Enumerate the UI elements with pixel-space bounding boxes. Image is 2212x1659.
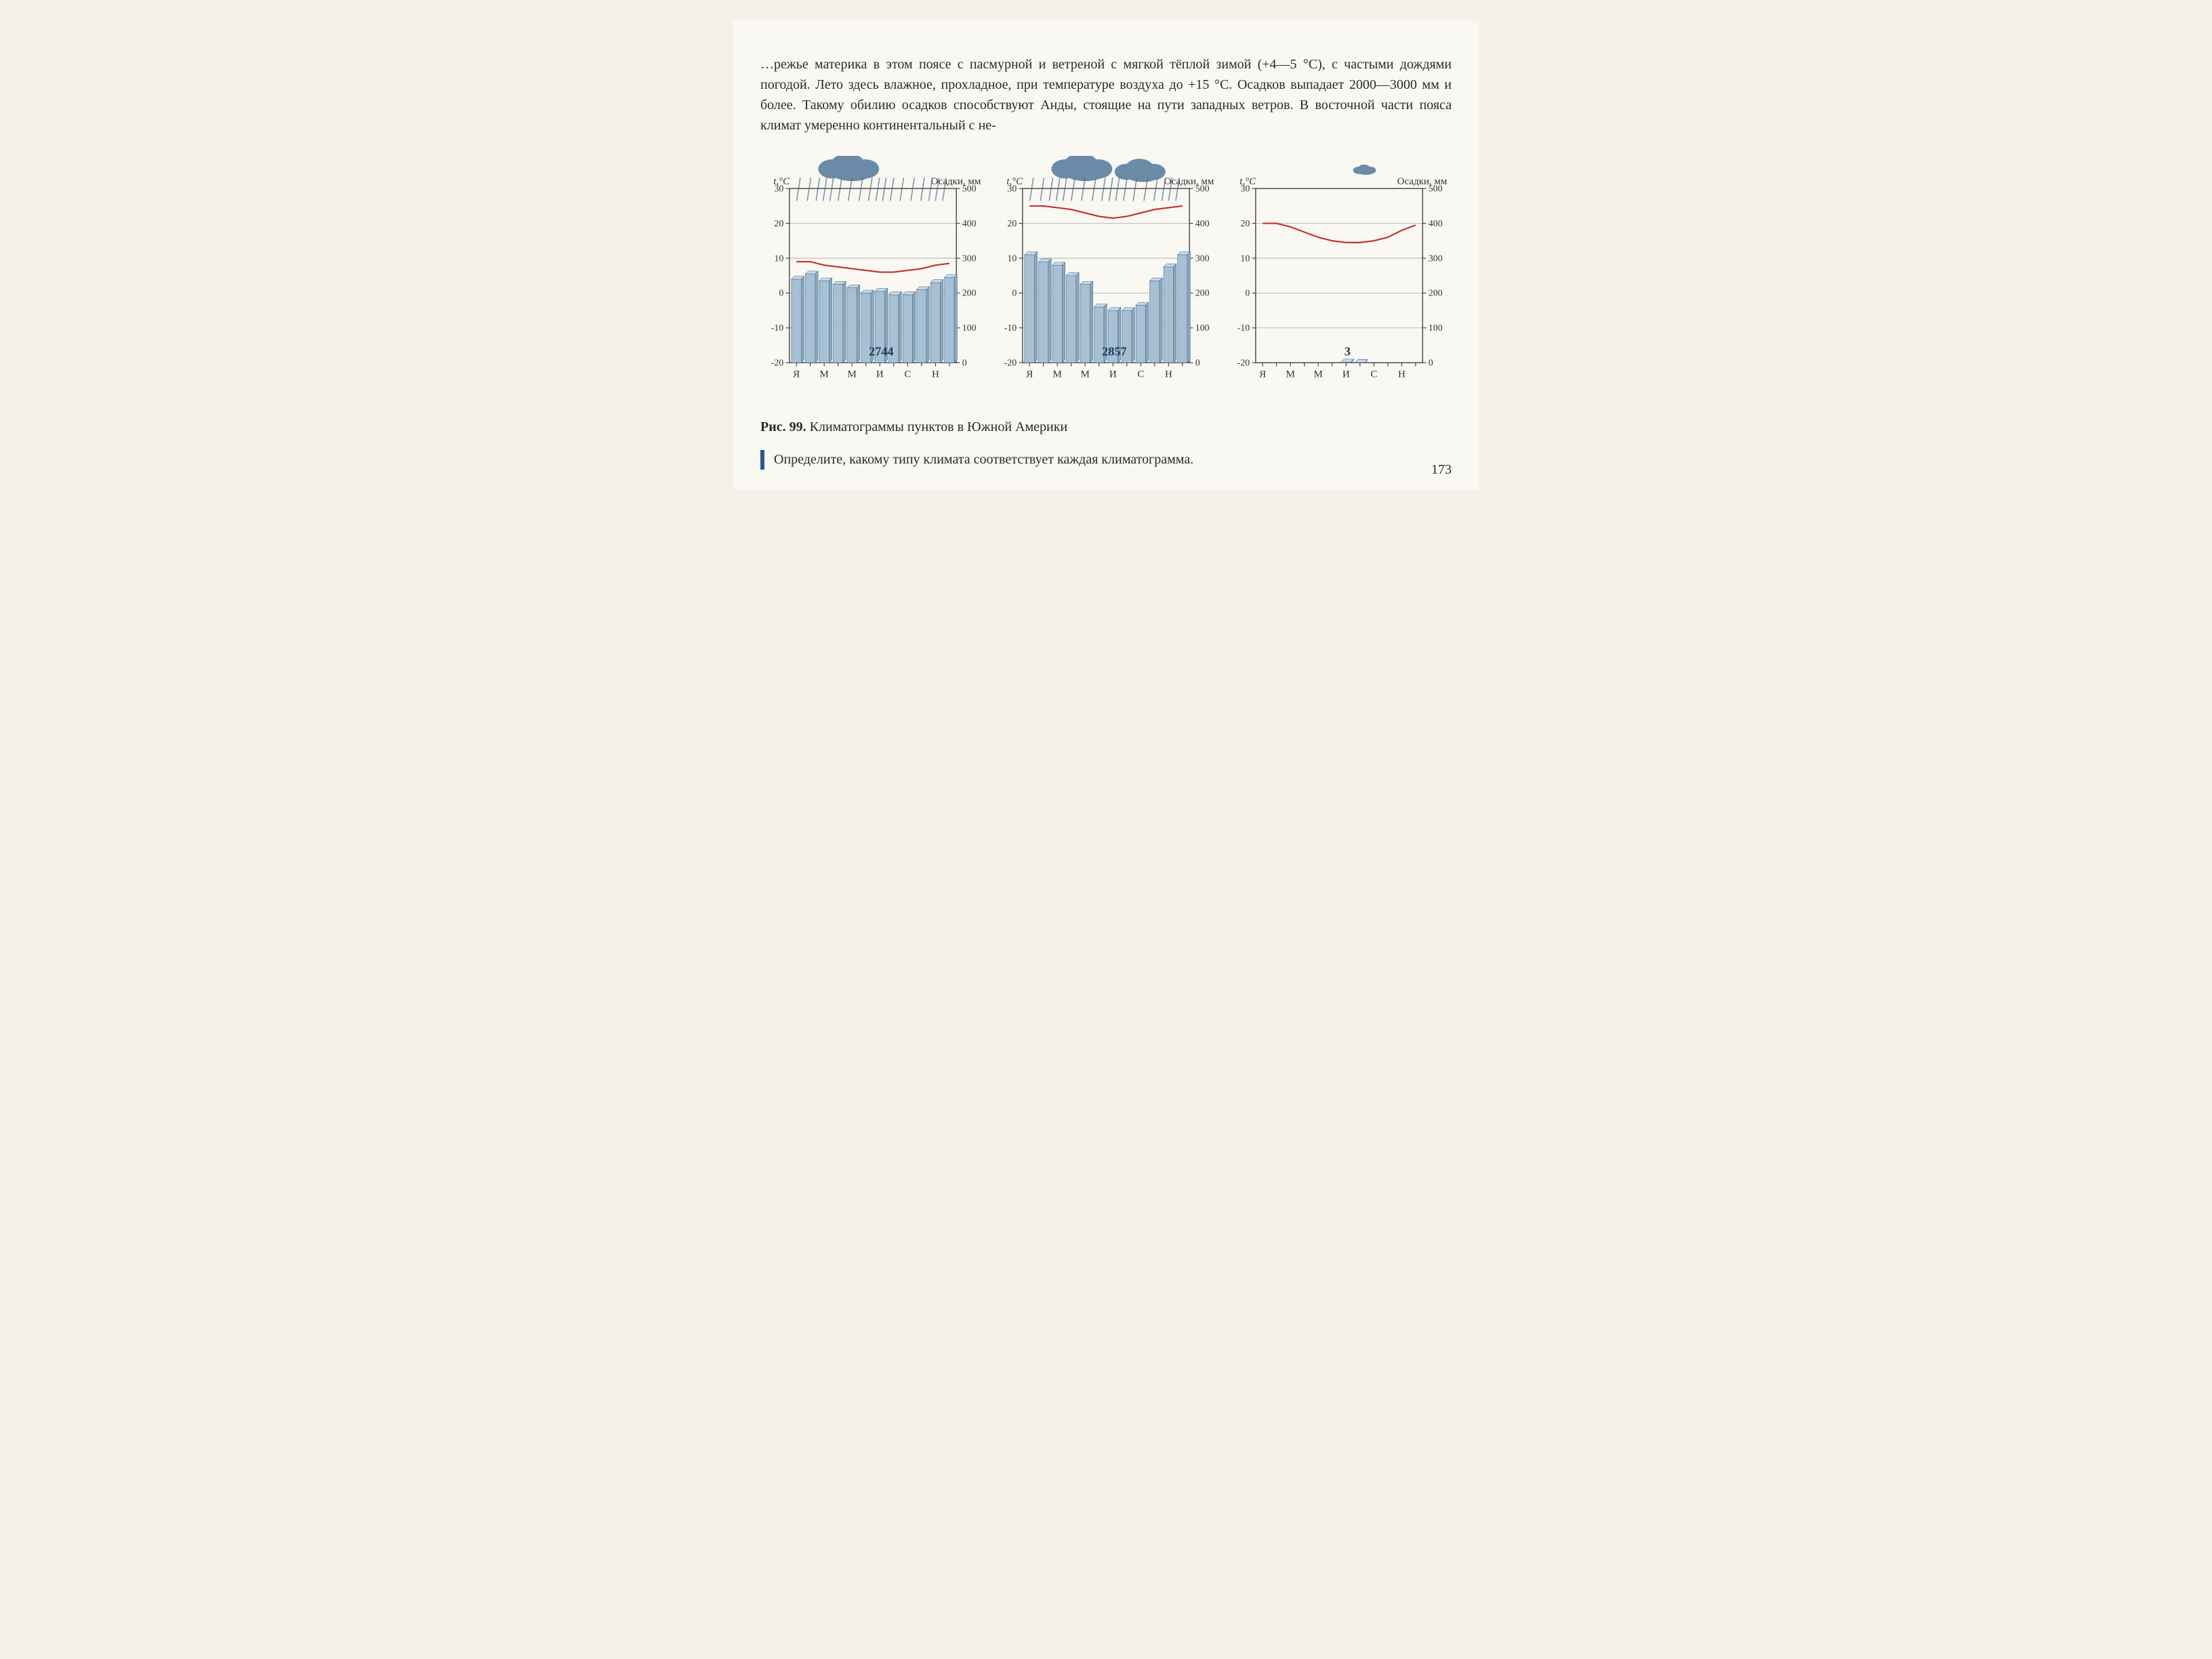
svg-text:10: 10 — [1007, 253, 1017, 264]
svg-text:100: 100 — [1195, 323, 1210, 333]
svg-text:-20: -20 — [1004, 359, 1017, 369]
svg-text:20: 20 — [774, 219, 783, 229]
svg-text:t,°C: t,°C — [1240, 176, 1256, 187]
svg-text:С: С — [1370, 369, 1377, 380]
svg-text:М: М — [1052, 369, 1061, 380]
svg-text:300: 300 — [1195, 253, 1210, 264]
svg-text:100: 100 — [962, 323, 977, 333]
svg-text:-20: -20 — [1237, 359, 1250, 369]
svg-text:200: 200 — [962, 289, 977, 299]
svg-text:0: 0 — [1195, 359, 1200, 369]
svg-text:400: 400 — [1195, 219, 1210, 229]
chart-svg-1: 3020100-10-205004003002001000ЯММИСНt,°CО… — [760, 156, 985, 403]
svg-text:300: 300 — [962, 253, 977, 264]
svg-text:200: 200 — [1195, 289, 1210, 299]
climatogram-3: 3020100-10-205004003002001000ЯММИСНt,°CО… — [1227, 156, 1452, 403]
svg-text:Я: Я — [793, 369, 800, 380]
svg-text:400: 400 — [962, 219, 977, 229]
svg-text:Я: Я — [1259, 369, 1266, 380]
textbook-page: …режье материка в этом поясе с пасмурной… — [733, 20, 1479, 490]
svg-text:М: М — [848, 369, 857, 380]
svg-text:3: 3 — [1345, 345, 1351, 359]
svg-text:t,°C: t,°C — [1006, 176, 1023, 187]
svg-text:10: 10 — [1240, 253, 1250, 264]
svg-text:И: И — [1343, 369, 1350, 380]
svg-text:Осадки, мм: Осадки, мм — [1397, 176, 1448, 187]
svg-text:300: 300 — [1429, 253, 1443, 264]
svg-text:100: 100 — [1429, 323, 1443, 333]
svg-text:-20: -20 — [771, 359, 784, 369]
svg-text:20: 20 — [1007, 219, 1017, 229]
task-block: Определите, какому типу климата соответс… — [760, 450, 1452, 470]
svg-text:Н: Н — [932, 369, 939, 380]
svg-text:М: М — [819, 369, 828, 380]
svg-text:-10: -10 — [1237, 323, 1250, 333]
svg-text:0: 0 — [779, 289, 783, 299]
svg-text:10: 10 — [774, 253, 783, 264]
svg-text:-10: -10 — [1004, 323, 1017, 333]
svg-text:И: И — [876, 369, 884, 380]
svg-text:t,°C: t,°C — [773, 176, 790, 187]
svg-text:М: М — [1286, 369, 1294, 380]
svg-text:С: С — [904, 369, 911, 380]
svg-text:М: М — [1314, 369, 1323, 380]
svg-text:0: 0 — [1012, 289, 1017, 299]
svg-text:0: 0 — [1429, 359, 1433, 369]
svg-text:20: 20 — [1240, 219, 1250, 229]
svg-text:Н: Н — [1398, 369, 1406, 380]
svg-text:0: 0 — [1245, 289, 1250, 299]
climatogram-1: 3020100-10-205004003002001000ЯММИСНt,°CО… — [760, 156, 985, 403]
svg-text:И: И — [1109, 369, 1117, 380]
svg-text:2744: 2744 — [869, 345, 893, 359]
climatograms-row: 3020100-10-205004003002001000ЯММИСНt,°CО… — [760, 156, 1452, 403]
svg-text:-10: -10 — [771, 323, 784, 333]
svg-text:0: 0 — [962, 359, 967, 369]
svg-text:М: М — [1081, 369, 1090, 380]
svg-text:400: 400 — [1429, 219, 1443, 229]
climatogram-2: 3020100-10-205004003002001000ЯММИСНt,°CО… — [994, 156, 1218, 403]
svg-text:Н: Н — [1165, 369, 1172, 380]
svg-text:200: 200 — [1429, 289, 1443, 299]
figure-number: Рис. 99. — [760, 419, 806, 434]
chart-svg-2: 3020100-10-205004003002001000ЯММИСНt,°CО… — [994, 156, 1218, 403]
task-marker-bar — [760, 450, 764, 470]
figure-caption: Рис. 99. Климатограммы пунктов в Южной А… — [760, 419, 1452, 435]
task-text: Определите, какому типу климата соответс… — [774, 450, 1193, 470]
svg-text:2857: 2857 — [1102, 345, 1126, 359]
body-paragraph: …режье материка в этом поясе с пасмурной… — [760, 54, 1452, 136]
figure-title: Климатограммы пунктов в Южной Америки — [810, 419, 1068, 434]
page-number: 173 — [1431, 462, 1452, 478]
svg-text:Я: Я — [1026, 369, 1033, 380]
svg-text:С: С — [1137, 369, 1144, 380]
chart-svg-3: 3020100-10-205004003002001000ЯММИСНt,°CО… — [1227, 156, 1452, 403]
